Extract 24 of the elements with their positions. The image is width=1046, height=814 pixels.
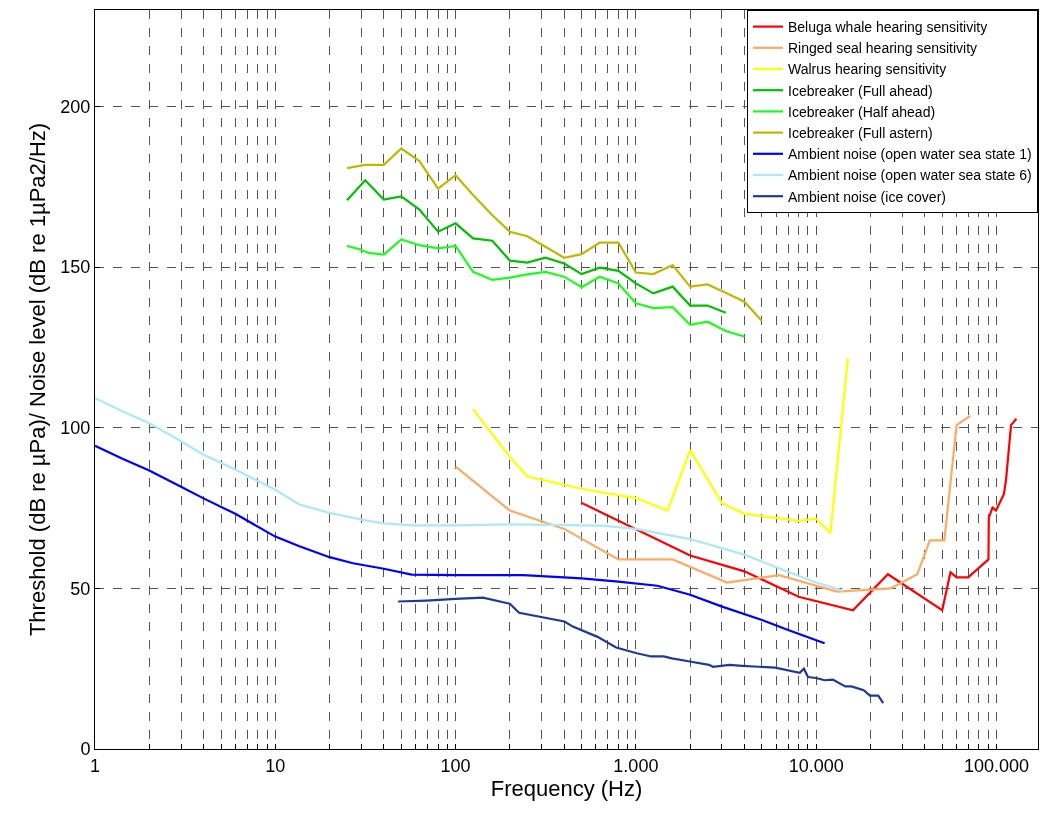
x-tick-label: 100 xyxy=(440,755,471,776)
y-tick-label: 50 xyxy=(70,578,91,599)
legend-label: Beluga whale hearing sensitivity xyxy=(788,19,988,36)
legend-label: Ringed seal hearing sensitivity xyxy=(788,40,978,57)
y-tick-label: 200 xyxy=(60,96,91,117)
legend-label: Ambient noise (open water sea state 1) xyxy=(788,146,1032,163)
y-tick-label: 0 xyxy=(80,739,91,760)
x-tick-label: 10.000 xyxy=(788,755,844,776)
legend-label: Icebreaker (Full ahead) xyxy=(788,82,933,99)
legend-label: Icebreaker (Half ahead) xyxy=(788,103,936,120)
x-tick-label: 1 xyxy=(89,755,101,776)
line-series xyxy=(345,179,727,314)
x-tick-label: 10 xyxy=(265,755,286,776)
y-axis-title: Threshold (dB re µPa)/ Noise level (dB re 1µPa2/Hz) xyxy=(25,122,51,637)
legend-label: Walrus hearing sensitivity xyxy=(788,61,947,78)
x-tick-label: 100.000 xyxy=(963,755,1029,776)
y-tick-label: 100 xyxy=(60,418,91,438)
x-tick-label: 1.000 xyxy=(613,755,659,776)
legend-label: Ambient noise (open water sea state 6) xyxy=(788,167,1032,184)
legend-label: Ambient noise (ice cover) xyxy=(788,188,946,205)
x-axis-title: Frequency (Hz) xyxy=(490,776,643,802)
line-series xyxy=(345,147,763,323)
legend-label: Icebreaker (Full astern) xyxy=(788,125,933,142)
y-tick-label: 150 xyxy=(60,257,91,278)
